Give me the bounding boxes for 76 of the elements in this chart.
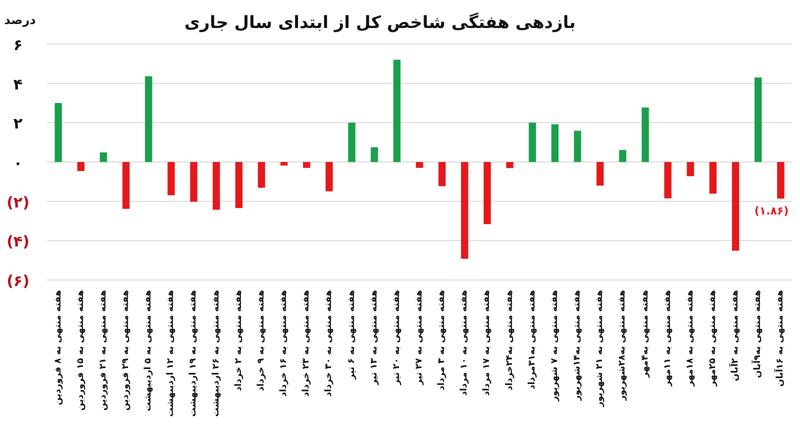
x-tick-label: هفته منتهی به ۱۷ مرداد <box>482 290 492 396</box>
bar <box>732 162 740 251</box>
x-tick-label: هفته منتهی به ۷ شهریور <box>550 290 560 402</box>
bar <box>664 162 672 198</box>
x-tick-label: هفته منتهی به۲۸شهریور <box>618 290 628 402</box>
x-tick-label: هفته منتهی به۱۴شهریور <box>572 290 583 402</box>
bar <box>574 130 582 162</box>
bar <box>686 162 694 176</box>
x-tick-label: هفته منتهی به ۱۸مهر <box>685 290 696 388</box>
bar <box>235 162 243 208</box>
bar <box>393 60 401 162</box>
bar <box>190 162 198 202</box>
bar <box>348 122 356 162</box>
y-tick-label: ۴ <box>13 75 23 94</box>
bar <box>506 162 514 168</box>
bar <box>122 162 130 209</box>
x-tick-label: هفته منتهی به ۲۵مهر <box>708 290 718 388</box>
y-axis-title: درصد <box>4 13 36 27</box>
x-tick-label: هفته منتهی به۳۱مرداد <box>527 290 538 390</box>
x-tick-label: هفته منتهی به۹آبان <box>751 290 764 378</box>
bar <box>303 162 310 168</box>
bar <box>280 162 288 166</box>
bar <box>596 162 604 186</box>
x-tick-label: هفته منتهی به ۲آبان <box>728 290 741 382</box>
y-tick-label: (۲) <box>6 193 30 212</box>
bar <box>212 162 220 210</box>
x-tick-label: هفته منتهی به ۲۱ شهریور <box>595 290 606 408</box>
x-tick-label: هفته منتهی به ۲۹ فروردین <box>121 290 132 411</box>
x-tick-label: هفته منتهی به ۱۹ اردیبهشت <box>188 290 199 417</box>
bar <box>77 162 84 172</box>
x-tick-label: هفته منتهی به ۱۶ خرداد <box>279 290 290 397</box>
x-tick-label: هفته منتهی به ۲۱ فروردین <box>98 290 108 411</box>
bar <box>777 162 784 199</box>
x-tick-label: هفته منتهی به۴مهر <box>640 290 650 379</box>
x-tick-label: هفته منتهی به ۱۰ مرداد <box>460 290 470 396</box>
bar <box>754 77 762 162</box>
x-tick-label: هفته منتهی به ۸ فروردین <box>53 290 64 406</box>
x-tick-label: هفته منتهی به ۲۳ خرداد <box>302 290 312 397</box>
bar <box>438 162 446 186</box>
y-tick-label: ۶ <box>13 36 23 54</box>
bar <box>168 162 175 196</box>
bar <box>54 103 62 162</box>
bar <box>642 108 649 162</box>
bar <box>461 162 468 259</box>
x-tick-label: هفته منتهی به ۲ خرداد <box>234 290 244 392</box>
bar <box>416 162 424 168</box>
bar <box>326 162 333 192</box>
x-tick-label: هفته منتهی به ۲۷ تیر <box>414 290 424 386</box>
x-tick-label: هفته منتهی به ۲۰ تیر <box>392 290 402 386</box>
x-tick-label: هفته منتهی به ۱۲ اردیبهشت <box>166 290 176 417</box>
x-tick-label: هفته منتهی به ۳۰ خرداد <box>324 290 334 397</box>
x-tick-label: هفته منتهی به ۱۵ فروردین <box>76 290 86 411</box>
bar <box>484 162 491 224</box>
y-tick-label: (۶) <box>6 272 30 290</box>
x-tick-label: هفته منتهی به ۱۳ تیر <box>369 290 380 386</box>
x-tick-label: هفته منتهی به ۹ خرداد <box>256 290 266 392</box>
data-label: (۱.۸۶) <box>754 204 789 218</box>
bar <box>144 76 152 162</box>
x-tick-label: هفته منتهی به۲۴خرداد <box>504 290 515 390</box>
x-tick-label: هفته منتهی به ۱۱مهر <box>662 290 673 388</box>
bar <box>551 124 559 162</box>
x-tick-label: هفته منتهی به ۲۶ اردیبهشت <box>211 290 222 417</box>
bar <box>258 162 266 188</box>
chart-title: بازدهی هفتگی شاخص کل از ابتدای سال جاری <box>184 12 576 33</box>
y-tick-label: ۲ <box>13 114 23 133</box>
x-tick-label: هفته منتهی به ۶ تیر <box>346 290 357 380</box>
bar <box>709 162 717 194</box>
y-tick-label: ۰ <box>13 154 23 172</box>
x-tick-label: هفته منتهی به ۵ اردیبهشت <box>144 290 154 412</box>
bar <box>619 150 626 162</box>
y-tick-label: (۴) <box>6 232 30 251</box>
bar <box>528 122 536 162</box>
x-tick-label: هفته منتهی به ۳ مرداد <box>437 290 448 390</box>
x-tick-label: هفته منتهی به ۱۶آبان <box>774 290 786 387</box>
bar <box>100 152 108 162</box>
bar <box>370 147 378 162</box>
